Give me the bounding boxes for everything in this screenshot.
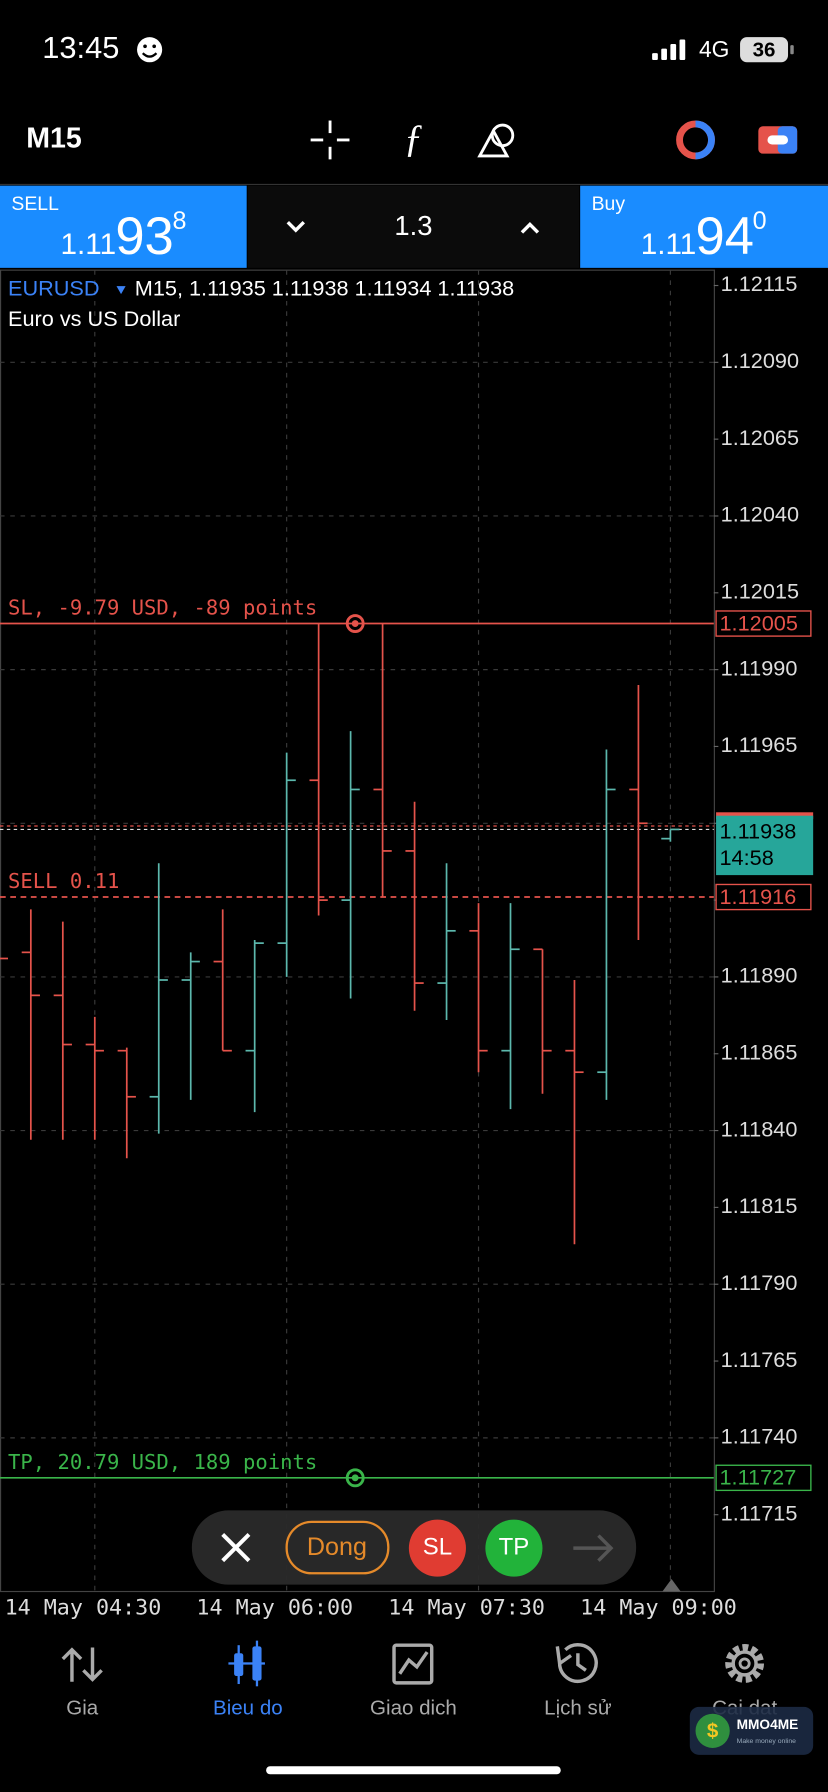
y-tick-label: 1.11840 xyxy=(721,1116,798,1141)
tab-icon-history[interactable] xyxy=(555,1643,598,1684)
buy-price-prefix: 1.11 xyxy=(641,228,697,261)
x-tick-label: 14 May 06:00 xyxy=(196,1596,353,1621)
sl-button[interactable] xyxy=(408,1519,466,1577)
timeframe[interactable]: M15 xyxy=(26,122,82,154)
chart-info: M15, 1.11935 1.11938 1.11934 1.11938 xyxy=(135,275,514,300)
y-tick-label: 1.11815 xyxy=(721,1193,798,1218)
tab-icon-quotes[interactable] xyxy=(61,1647,103,1682)
buy-price-point: 0 xyxy=(753,207,767,235)
price-tag-value: 1.11938 xyxy=(720,819,797,844)
volume-down[interactable] xyxy=(286,220,306,233)
volume-panel xyxy=(247,185,580,268)
level-handle xyxy=(345,614,365,633)
close-button[interactable] xyxy=(221,1533,251,1563)
level-label: SL, -9.79 USD, -89 points xyxy=(8,596,317,620)
tab-label[interactable]: Lịch sử xyxy=(544,1697,612,1720)
price-tag xyxy=(716,815,814,876)
tp-button[interactable] xyxy=(485,1519,543,1577)
battery xyxy=(740,37,789,63)
crosshair-icon[interactable] xyxy=(310,120,350,160)
chart-frame xyxy=(0,269,715,1593)
next-button[interactable] xyxy=(573,1534,614,1562)
network: 4G xyxy=(699,36,729,62)
y-tick-label: 1.12115 xyxy=(721,271,798,296)
y-tick-label: 1.11890 xyxy=(721,963,798,988)
x-tick-label: 14 May 09:00 xyxy=(580,1596,737,1621)
indicator-icon[interactable]: ƒ xyxy=(404,117,423,160)
volume-up[interactable] xyxy=(520,222,540,234)
smiley-icon xyxy=(137,37,163,63)
tab-label[interactable]: Bieu do xyxy=(213,1697,283,1720)
tp-label: TP xyxy=(499,1533,530,1560)
watermark-symbol: $ xyxy=(707,1719,719,1742)
y-tick-label: 1.11715 xyxy=(721,1500,798,1525)
y-tick-label: 1.12015 xyxy=(721,579,799,604)
battery-level: 36 xyxy=(753,38,776,61)
level-tag xyxy=(715,610,812,637)
home-indicator xyxy=(266,1766,561,1775)
level-tag-value: 1.11727 xyxy=(720,1465,797,1490)
signal-icon xyxy=(652,39,686,61)
chart: 1.12115 1.12090 1.12065 1.12040 1.12015 1.119… xyxy=(0,270,814,1621)
sell-price-main: 93 xyxy=(115,207,173,266)
trade-icon[interactable] xyxy=(758,126,798,154)
sell-price-prefix: 1.11 xyxy=(61,228,117,261)
sell-price-point: 8 xyxy=(172,207,186,235)
x-tick-label: 14 May 07:30 xyxy=(388,1596,545,1621)
level-handle-dot xyxy=(351,1474,359,1482)
clock: 13:45 xyxy=(42,30,119,65)
tab-label[interactable]: Giao dich xyxy=(370,1697,457,1720)
sell-label: SELL xyxy=(11,193,59,215)
battery-tip xyxy=(790,45,794,55)
level-tag-value: 1.11916 xyxy=(720,884,797,909)
dong-button[interactable] xyxy=(285,1520,390,1575)
level-label: SELL 0.11 xyxy=(8,869,119,893)
y-tick-label: 1.11765 xyxy=(721,1347,798,1372)
levels: SL, -9.79 USD, -89 points SELL 0.11 TP, 20… xyxy=(0,596,714,1488)
level-label: TP, 20.79 USD, 189 points xyxy=(8,1450,317,1474)
level-tag-value: 1.12005 xyxy=(720,610,798,635)
watermark-name: MMO4ME xyxy=(737,1717,799,1732)
x-tick-label: 14 May 04:30 xyxy=(5,1596,162,1621)
tab-icon-chart[interactable] xyxy=(228,1640,265,1687)
watermark-logo xyxy=(695,1713,730,1748)
buy-price-main: 94 xyxy=(696,207,754,266)
tab-icon-trade[interactable] xyxy=(392,1643,434,1685)
sl-label: SL xyxy=(423,1533,452,1560)
level-handle xyxy=(345,1468,365,1488)
scroll-marker xyxy=(662,1578,681,1592)
y-tick-label: 1.11740 xyxy=(721,1424,798,1449)
y-tick-label: 1.11790 xyxy=(721,1270,798,1295)
timer-icon[interactable] xyxy=(676,120,715,160)
level-tag xyxy=(715,883,812,911)
y-tick-label: 1.11965 xyxy=(721,732,798,757)
level-handle-dot xyxy=(351,620,359,627)
tab-icon-settings[interactable] xyxy=(725,1644,765,1683)
symbol[interactable]: EURUSD xyxy=(8,275,100,300)
y-tick-label: 1.11990 xyxy=(721,655,798,680)
buy-button[interactable] xyxy=(580,185,828,268)
chart-overlay: EURUSD M15, 1.11935 1.11938 1.11934 1.11… xyxy=(8,275,514,331)
volume[interactable]: 1.3 xyxy=(394,210,432,241)
dong-label: Dong xyxy=(307,1533,367,1561)
level-tag xyxy=(715,1464,812,1492)
y-tick-label: 1.12090 xyxy=(721,348,799,373)
watermark-tagline: Make money online xyxy=(737,1738,797,1745)
y-tick-label: 1.11865 xyxy=(721,1039,798,1064)
objects-icon[interactable] xyxy=(477,123,515,158)
y-tick-label: 1.12065 xyxy=(721,425,799,450)
price-tag-timer: 14:58 xyxy=(720,845,774,870)
sell-button[interactable] xyxy=(0,185,247,268)
symbol-dropdown[interactable] xyxy=(116,286,126,295)
chart-description: Euro vs US Dollar xyxy=(8,306,180,331)
y-tick-label: 1.12040 xyxy=(721,502,799,527)
tab-label[interactable]: Gia xyxy=(66,1697,99,1720)
buy-label: Buy xyxy=(592,193,626,215)
